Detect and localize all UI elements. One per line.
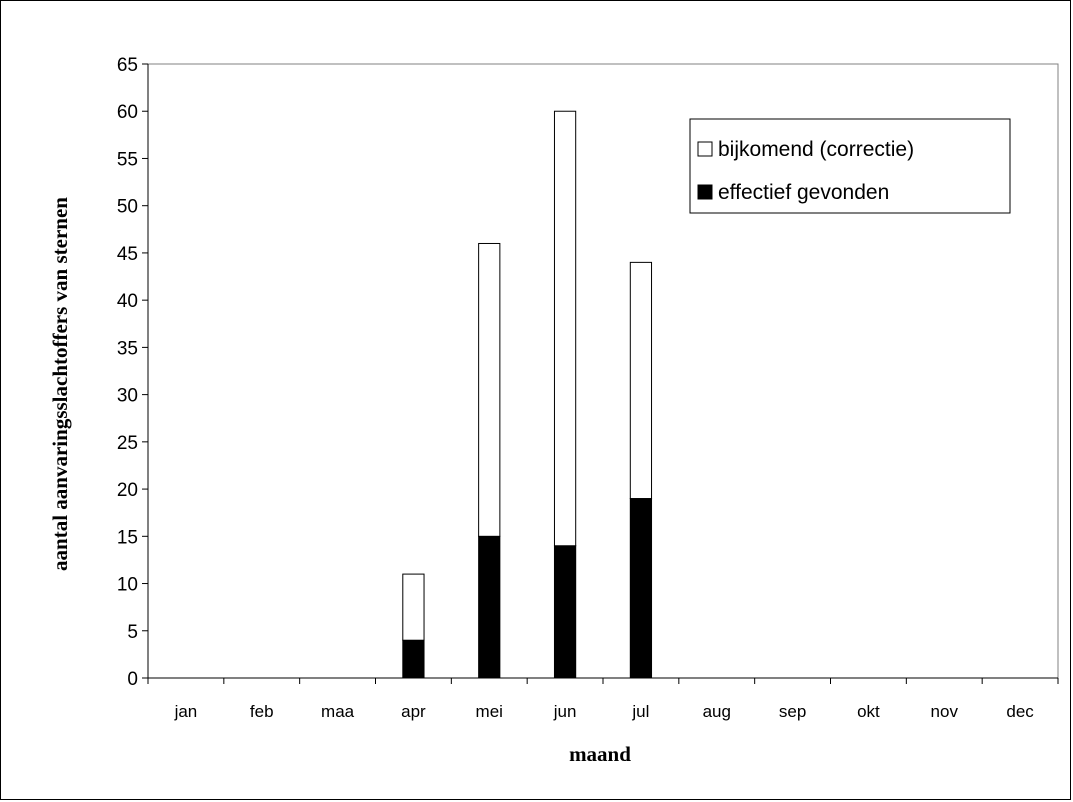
y-tick-label: 50 [117,197,138,218]
y-tick-label: 0 [127,669,138,690]
y-tick-label: 30 [117,386,138,407]
axes-group: 0 5 10 15 20 25 30 35 40 45 50 55 60 65 jan feb maa apr me… [117,55,1059,721]
bar-bijkomend-mei [478,242,501,537]
y-tick-label: 35 [117,338,138,359]
bar-bijkomend-jul [629,261,653,500]
y-tick-label: 25 [117,433,138,454]
x-tick-label: apr [401,702,426,721]
x-tick-label: jan [174,702,198,721]
legend: bijkomend (correctie) effectief gevonden [689,118,1011,214]
y-tick-label: 5 [127,622,138,643]
y-tick-label: 65 [117,55,138,76]
bar-bijkomend-jun [553,110,577,547]
bar-effectief-apr [402,639,425,679]
x-tick-label: jun [553,702,577,721]
y-tick-label: 55 [117,149,138,170]
x-tick-label: maa [321,702,355,721]
bar-bijkomend-apr [402,573,425,641]
x-axis-title: maand [569,742,631,766]
bar-effectief-jun [553,545,577,679]
legend-swatch-bijkomend [697,141,713,157]
x-tick-label: aug [703,702,731,721]
bar-effectief-mei [478,535,501,679]
y-tick-label: 20 [117,480,138,501]
bars-group [402,110,653,679]
x-tick-label: nov [931,702,959,721]
y-tick-label: 40 [117,291,138,312]
x-tick-label: sep [779,702,806,721]
y-tick-label: 45 [117,244,138,265]
legend-box [689,118,1011,214]
legend-swatch-effectief [697,184,713,200]
x-tick-label: okt [857,702,880,721]
x-tick-label: dec [1006,702,1034,721]
x-tick-label: jul [631,702,649,721]
y-tick-label: 15 [117,527,138,548]
x-tick-label: mei [476,702,503,721]
y-axis-title: aantal aanvaringsslachtoffers van sterne… [48,197,72,571]
x-tick-label: feb [250,702,274,721]
y-tick-label: 60 [117,102,138,123]
bar-effectief-jul [629,498,653,679]
legend-label-effectief: effectief gevonden [718,181,889,204]
y-tick-label: 10 [117,575,138,596]
legend-label-bijkomend: bijkomend (correctie) [718,138,914,161]
